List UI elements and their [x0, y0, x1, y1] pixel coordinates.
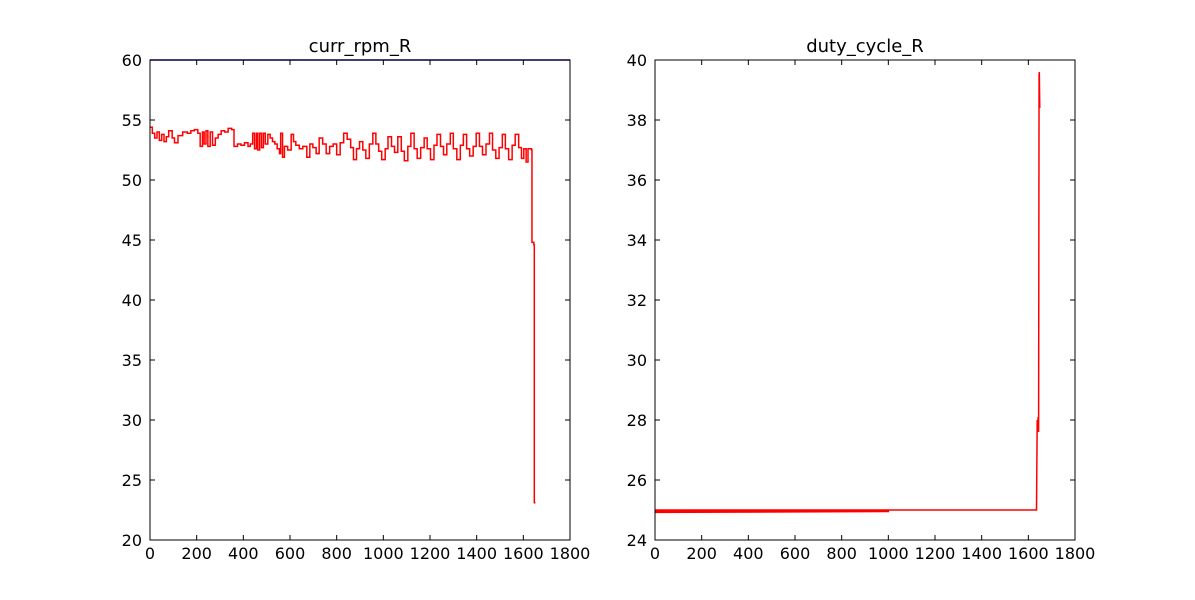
y-tick-label: 32	[627, 291, 647, 310]
x-tick-label: 1000	[363, 544, 404, 563]
y-tick-label: 40	[627, 51, 647, 70]
x-tick-label: 800	[826, 544, 857, 563]
x-tick-label: 1800	[550, 544, 591, 563]
y-tick-label: 55	[122, 111, 142, 130]
y-tick-label: 60	[122, 51, 142, 70]
x-tick-label: 800	[321, 544, 352, 563]
y-tick-label: 30	[122, 411, 142, 430]
x-tick-label: 200	[686, 544, 717, 563]
y-tick-label: 50	[122, 171, 142, 190]
y-tick-label: 34	[627, 231, 647, 250]
x-tick-label: 1000	[868, 544, 909, 563]
y-tick-label: 36	[627, 171, 647, 190]
x-tick-label: 200	[181, 544, 212, 563]
y-tick-label: 30	[627, 351, 647, 370]
y-tick-label: 28	[627, 411, 647, 430]
y-tick-label: 40	[122, 291, 142, 310]
plot-area	[655, 60, 1075, 540]
x-tick-label: 1600	[1008, 544, 1049, 563]
chart-duty-cycle: duty_cycle_R 0 200 400 600 800 1000 1200 1400 160…	[627, 36, 1096, 563]
chart-title: curr_rpm_R	[309, 36, 412, 57]
x-tick-label: 1800	[1055, 544, 1096, 563]
x-tick-label: 0	[650, 544, 660, 563]
series-segment-0-1	[654, 509, 889, 512]
x-tick-label: 600	[275, 544, 306, 563]
y-tick-label: 38	[627, 111, 647, 130]
x-tick-label: 1600	[503, 544, 544, 563]
x-tick-label: 0	[145, 544, 155, 563]
y-tick-label: 35	[122, 351, 142, 370]
y-tick-label: 20	[122, 531, 142, 550]
series-line-0	[655, 71, 1041, 514]
y-tick-label: 24	[627, 531, 647, 550]
x-tick-label: 1400	[961, 544, 1002, 563]
chart-title: duty_cycle_R	[806, 36, 924, 57]
y-tick-label: 45	[122, 231, 142, 250]
x-tick-label: 1200	[410, 544, 451, 563]
plot-area	[150, 60, 570, 540]
y-tick-label: 25	[122, 471, 142, 490]
x-tick-label: 1400	[456, 544, 497, 563]
x-tick-label: 1200	[915, 544, 956, 563]
y-tick-label: 26	[627, 471, 647, 490]
series-line-1	[150, 126, 536, 504]
x-tick-label: 600	[780, 544, 811, 563]
chart-curr-rpm: curr_rpm_R 0 200 400 600 800 1000 1200 1400 1600 1…	[122, 36, 591, 563]
x-tick-label: 400	[228, 544, 259, 563]
x-tick-label: 400	[733, 544, 764, 563]
